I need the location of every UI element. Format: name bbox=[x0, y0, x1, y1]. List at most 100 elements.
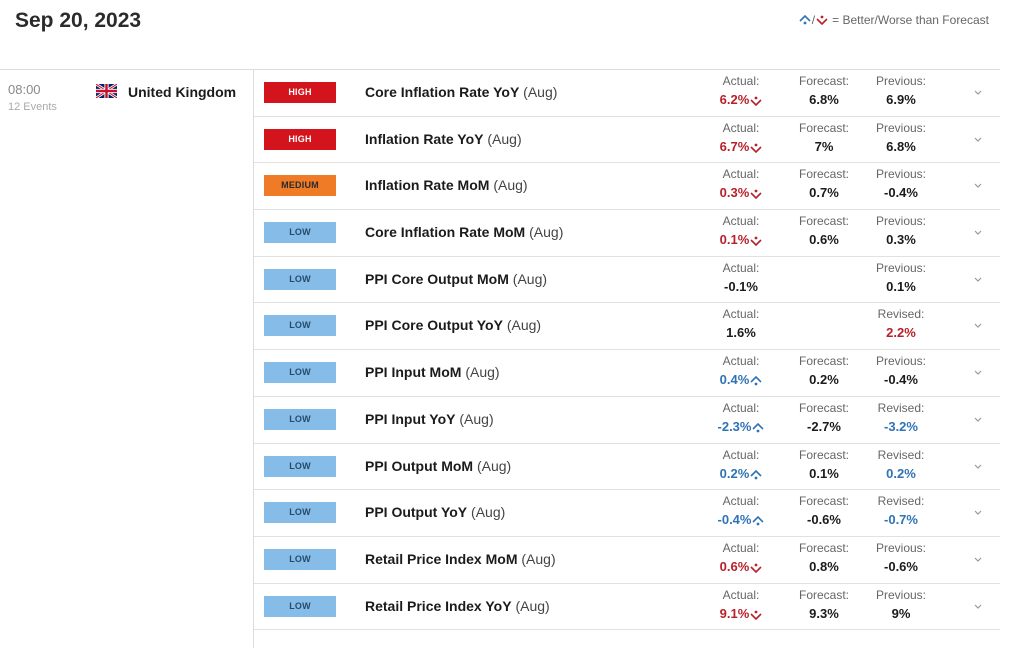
forecast-label: Forecast: bbox=[798, 120, 849, 135]
previous-cell: Previous: 9% bbox=[861, 588, 941, 622]
previous-label: Previous: bbox=[875, 167, 927, 182]
chevron-down-icon[interactable] bbox=[972, 413, 984, 425]
event-row[interactable]: LOW Retail Price Index YoY (Aug) Actual:… bbox=[254, 584, 1000, 631]
event-name[interactable]: PPI Core Output MoM (Aug) bbox=[365, 271, 547, 287]
previous-value: -0.4% bbox=[884, 372, 918, 388]
actual-cell: Actual: 0.6% bbox=[701, 541, 781, 575]
actual-number: 1.6% bbox=[726, 325, 756, 341]
actual-number: -0.4% bbox=[717, 512, 752, 528]
actual-value: 0.4% bbox=[701, 372, 781, 388]
event-row[interactable]: LOW PPI Output MoM (Aug) Actual: 0.2% Fo… bbox=[254, 444, 1000, 491]
forecast-value: 0.7% bbox=[809, 185, 839, 201]
actual-value: 9.1% bbox=[701, 606, 781, 622]
chevron-down-icon[interactable] bbox=[972, 460, 984, 472]
event-row[interactable]: LOW PPI Core Output YoY (Aug) Actual: 1.… bbox=[254, 303, 1000, 351]
forecast-value: -0.6% bbox=[807, 512, 841, 528]
worse-arrow-icon bbox=[750, 236, 762, 247]
importance-label: LOW bbox=[289, 273, 311, 284]
previous-cell: Previous: -0.4% bbox=[861, 167, 941, 201]
importance-badge: LOW bbox=[264, 408, 336, 430]
forecast-value: -2.7% bbox=[807, 418, 841, 434]
chevron-down-icon[interactable] bbox=[972, 86, 984, 98]
event-row[interactable]: MEDIUM Inflation Rate MoM (Aug) Actual: … bbox=[254, 163, 1000, 211]
actual-label: Actual: bbox=[722, 167, 760, 182]
actual-cell: Actual: 0.4% bbox=[701, 354, 781, 388]
actual-value: 1.6% bbox=[701, 325, 781, 341]
event-name[interactable]: PPI Input YoY (Aug) bbox=[365, 411, 494, 427]
event-title: PPI Input YoY bbox=[365, 410, 456, 427]
forecast-value: 7% bbox=[814, 138, 834, 154]
actual-cell: Actual: 1.6% bbox=[701, 307, 781, 341]
event-row[interactable]: HIGH Core Inflation Rate YoY (Aug) Actua… bbox=[254, 70, 1000, 117]
worse-arrow-icon bbox=[750, 96, 762, 107]
actual-value: 0.6% bbox=[701, 559, 781, 575]
previous-value: 9% bbox=[891, 605, 911, 621]
actual-cell: Actual: 0.2% bbox=[701, 448, 781, 482]
event-row[interactable]: HIGH Inflation Rate YoY (Aug) Actual: 6.… bbox=[254, 117, 1000, 164]
forecast-label: Forecast: bbox=[798, 74, 849, 88]
event-row[interactable]: LOW PPI Core Output MoM (Aug) Actual: -0… bbox=[254, 257, 1000, 304]
forecast-legend: / = Better/Worse than Forecast bbox=[799, 13, 989, 27]
chevron-down-icon[interactable] bbox=[972, 273, 984, 285]
importance-badge: HIGH bbox=[264, 128, 336, 150]
event-row[interactable]: LOW PPI Input YoY (Aug) Actual: -2.3% Fo… bbox=[254, 397, 1000, 444]
forecast-cell: Forecast: -2.7% bbox=[784, 401, 864, 435]
event-name[interactable]: Core Inflation Rate YoY (Aug) bbox=[365, 84, 557, 100]
uk-flag-icon bbox=[96, 84, 117, 98]
event-name[interactable]: Core Inflation Rate MoM (Aug) bbox=[365, 224, 563, 240]
event-name[interactable]: Inflation Rate YoY (Aug) bbox=[365, 131, 522, 147]
actual-label: Actual: bbox=[722, 214, 760, 229]
importance-badge: LOW bbox=[264, 455, 336, 477]
chevron-down-icon[interactable] bbox=[972, 133, 984, 145]
previous-cell: Previous: 0.1% bbox=[861, 261, 941, 295]
actual-label: Actual: bbox=[722, 447, 760, 462]
previous-cell: Previous: 0.3% bbox=[861, 214, 941, 248]
worse-arrow-icon bbox=[816, 15, 828, 25]
chevron-down-icon[interactable] bbox=[972, 600, 984, 612]
importance-badge: LOW bbox=[264, 502, 336, 524]
forecast-cell: Forecast: 0.7% bbox=[784, 167, 864, 201]
previous-label: Previous: bbox=[875, 74, 927, 88]
importance-badge: LOW bbox=[264, 595, 336, 617]
chevron-down-icon[interactable] bbox=[972, 366, 984, 378]
event-name[interactable]: Inflation Rate MoM (Aug) bbox=[365, 177, 528, 193]
event-name[interactable]: PPI Input MoM (Aug) bbox=[365, 364, 500, 380]
actual-value: 6.7% bbox=[701, 139, 781, 155]
chevron-down-icon[interactable] bbox=[972, 226, 984, 238]
previous-cell: Previous: 6.9% bbox=[861, 74, 941, 108]
event-row[interactable]: LOW Retail Price Index MoM (Aug) Actual:… bbox=[254, 537, 1000, 584]
forecast-label: Forecast: bbox=[798, 167, 849, 182]
event-name[interactable]: PPI Output YoY (Aug) bbox=[365, 504, 505, 520]
event-row[interactable]: LOW PPI Output YoY (Aug) Actual: -0.4% F… bbox=[254, 490, 1000, 537]
event-period: (Aug) bbox=[459, 410, 494, 427]
forecast-value: 0.1% bbox=[809, 465, 839, 481]
actual-cell: Actual: 6.2% bbox=[701, 74, 781, 108]
forecast-cell: Forecast: 0.2% bbox=[784, 354, 864, 388]
event-title: Inflation Rate YoY bbox=[365, 130, 484, 147]
chevron-down-icon[interactable] bbox=[972, 506, 984, 518]
previous-label: Revised: bbox=[877, 494, 925, 509]
chevron-down-icon[interactable] bbox=[972, 553, 984, 565]
importance-label: HIGH bbox=[288, 87, 312, 97]
actual-label: Actual: bbox=[722, 307, 760, 322]
actual-value: 0.2% bbox=[701, 466, 781, 482]
importance-label: MEDIUM bbox=[281, 180, 319, 191]
country-name: United Kingdom bbox=[128, 84, 237, 100]
importance-badge: HIGH bbox=[264, 82, 336, 103]
forecast-cell: Forecast: 6.8% bbox=[784, 74, 864, 108]
page-title: Sep 20, 2023 bbox=[15, 9, 142, 32]
event-row[interactable]: LOW PPI Input MoM (Aug) Actual: 0.4% For… bbox=[254, 350, 1000, 397]
actual-value: 0.3% bbox=[701, 185, 781, 201]
event-row[interactable]: LOW Core Inflation Rate MoM (Aug) Actual… bbox=[254, 210, 1000, 257]
event-name[interactable]: PPI Core Output YoY (Aug) bbox=[365, 317, 541, 333]
event-name[interactable]: Retail Price Index YoY (Aug) bbox=[365, 598, 550, 614]
previous-label: Revised: bbox=[877, 447, 925, 462]
chevron-down-icon[interactable] bbox=[972, 319, 984, 331]
event-name[interactable]: Retail Price Index MoM (Aug) bbox=[365, 551, 556, 567]
importance-badge: MEDIUM bbox=[264, 175, 336, 197]
event-name[interactable]: PPI Output MoM (Aug) bbox=[365, 458, 511, 474]
importance-badge: LOW bbox=[264, 222, 336, 244]
importance-badge: LOW bbox=[264, 315, 336, 337]
importance-label: LOW bbox=[289, 413, 311, 424]
chevron-down-icon[interactable] bbox=[972, 179, 984, 191]
